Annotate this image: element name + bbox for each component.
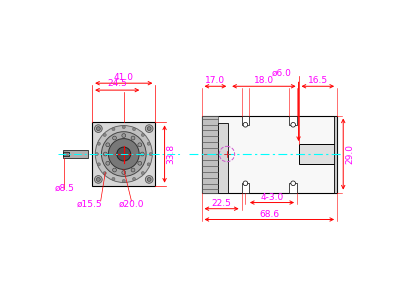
Circle shape — [96, 177, 100, 181]
Text: 68.6: 68.6 — [259, 210, 279, 218]
Circle shape — [94, 176, 102, 183]
Circle shape — [106, 143, 110, 147]
Circle shape — [97, 163, 100, 166]
Circle shape — [103, 134, 106, 136]
Circle shape — [122, 125, 125, 129]
Bar — [202, 116, 337, 192]
Text: 41.0: 41.0 — [114, 73, 134, 81]
Text: 17.0: 17.0 — [205, 76, 225, 85]
Bar — [299, 144, 337, 164]
Text: ø6.0: ø6.0 — [272, 69, 291, 78]
Circle shape — [291, 181, 295, 186]
Bar — [334, 116, 337, 192]
Text: 18.0: 18.0 — [254, 76, 274, 85]
Circle shape — [103, 152, 107, 156]
Circle shape — [243, 123, 248, 127]
Circle shape — [131, 136, 135, 140]
Circle shape — [131, 168, 135, 172]
Circle shape — [97, 142, 100, 145]
Circle shape — [147, 142, 150, 145]
Circle shape — [147, 127, 151, 131]
Text: ø15.5: ø15.5 — [76, 200, 102, 209]
Text: 29.0: 29.0 — [345, 144, 354, 164]
Circle shape — [243, 181, 248, 186]
Text: 22.5: 22.5 — [212, 199, 231, 208]
Circle shape — [138, 143, 142, 147]
Bar — [202, 116, 218, 192]
Circle shape — [96, 127, 100, 131]
Circle shape — [133, 127, 136, 131]
Circle shape — [147, 163, 150, 166]
Circle shape — [112, 127, 115, 131]
Bar — [63, 150, 89, 158]
Circle shape — [122, 134, 126, 138]
Circle shape — [95, 125, 152, 183]
Circle shape — [95, 153, 98, 155]
Text: 16.5: 16.5 — [308, 76, 328, 85]
Text: 33.8: 33.8 — [166, 144, 175, 164]
Circle shape — [106, 161, 110, 165]
Bar — [63, 153, 69, 155]
Text: ø8.5: ø8.5 — [54, 184, 74, 193]
Bar — [242, 183, 249, 192]
Circle shape — [113, 168, 116, 172]
Text: ø20.0: ø20.0 — [119, 200, 144, 209]
Circle shape — [147, 177, 151, 181]
Circle shape — [145, 125, 153, 132]
Circle shape — [291, 123, 295, 127]
Bar — [289, 116, 297, 125]
Circle shape — [113, 136, 116, 140]
Circle shape — [94, 125, 102, 132]
Bar — [289, 183, 297, 192]
Circle shape — [102, 132, 146, 176]
Circle shape — [133, 177, 136, 180]
Circle shape — [140, 152, 144, 156]
Circle shape — [122, 171, 126, 175]
Circle shape — [103, 172, 106, 175]
Circle shape — [122, 179, 125, 183]
Text: 24.5: 24.5 — [107, 79, 127, 88]
Bar — [218, 123, 228, 192]
Circle shape — [138, 161, 142, 165]
Circle shape — [145, 176, 153, 183]
Circle shape — [117, 147, 131, 161]
Text: 4-3.0: 4-3.0 — [260, 193, 283, 202]
Circle shape — [149, 153, 152, 155]
Circle shape — [141, 134, 145, 136]
Circle shape — [112, 177, 115, 180]
Circle shape — [108, 139, 139, 169]
Bar — [92, 123, 155, 186]
Bar — [242, 116, 249, 125]
Circle shape — [141, 172, 145, 175]
